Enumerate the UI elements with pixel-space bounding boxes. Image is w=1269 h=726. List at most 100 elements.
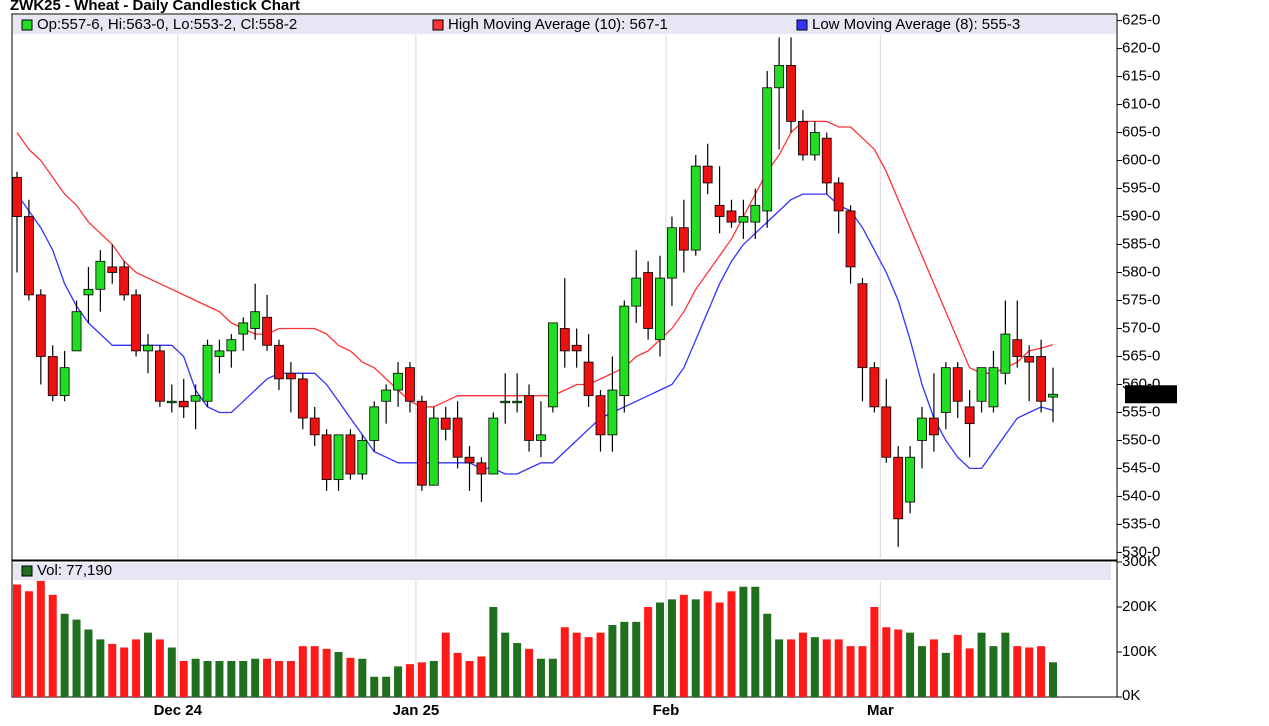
candle-body bbox=[190, 395, 201, 402]
volume-bar bbox=[108, 643, 117, 697]
candle-body bbox=[774, 64, 785, 89]
candle-body bbox=[952, 367, 963, 402]
x-tick-label: Mar bbox=[867, 702, 894, 719]
volume-bar bbox=[36, 580, 45, 697]
y-tick-label: 610-0 bbox=[1122, 96, 1160, 113]
volume-bar bbox=[96, 639, 105, 697]
candle-body bbox=[690, 165, 701, 251]
candle-body bbox=[559, 328, 570, 352]
volume-bar bbox=[989, 646, 998, 697]
volume-bar bbox=[560, 627, 569, 697]
volume-bar bbox=[882, 627, 891, 697]
candle-body bbox=[988, 367, 999, 408]
volume-bar bbox=[263, 658, 272, 697]
candle-body bbox=[571, 344, 582, 352]
volume-bar bbox=[179, 661, 188, 697]
volume-bar bbox=[513, 643, 522, 697]
y-tick-label: 565-0 bbox=[1122, 347, 1160, 364]
candle-body bbox=[869, 367, 880, 408]
volume-bar bbox=[965, 648, 974, 697]
last-price-box bbox=[1125, 385, 1177, 404]
candle-body bbox=[345, 434, 356, 475]
volume-bar bbox=[787, 639, 796, 697]
candle-body bbox=[929, 417, 939, 436]
candle-body bbox=[285, 372, 296, 380]
candle-body bbox=[202, 344, 213, 402]
candle-body bbox=[476, 462, 487, 475]
volume-bar bbox=[1025, 647, 1034, 697]
y-tick-label: 545-0 bbox=[1122, 459, 1160, 476]
volume-bar bbox=[227, 661, 236, 697]
chart-title: ZWK25 - Wheat - Daily Candlestick Chart bbox=[10, 0, 300, 14]
volume-bar bbox=[239, 661, 248, 697]
candle-body bbox=[416, 400, 427, 486]
y-tick-label: 550-0 bbox=[1122, 431, 1160, 448]
volume-bar bbox=[656, 602, 665, 697]
volume-bar bbox=[298, 646, 307, 697]
candle-body bbox=[619, 305, 630, 397]
candle-body bbox=[107, 266, 118, 273]
volume-bar bbox=[394, 666, 403, 697]
volume-bar bbox=[715, 602, 724, 697]
volume-bar bbox=[501, 632, 510, 697]
volume-bar bbox=[703, 591, 712, 697]
volume-bar bbox=[1037, 646, 1046, 697]
volume-bar bbox=[834, 639, 843, 697]
candle-body bbox=[631, 277, 642, 307]
legend-swatch bbox=[432, 19, 444, 31]
candle-body bbox=[976, 367, 987, 402]
candle-body bbox=[321, 434, 332, 481]
candle-body bbox=[547, 322, 558, 408]
volume-bar bbox=[310, 646, 319, 697]
x-tick-label: Feb bbox=[653, 702, 680, 719]
y-tick-label: 535-0 bbox=[1122, 515, 1160, 532]
volume-bar bbox=[251, 658, 260, 697]
volume-bar bbox=[203, 661, 212, 697]
candle-body bbox=[500, 400, 511, 404]
candle-body bbox=[726, 210, 737, 223]
volume-bar bbox=[644, 607, 653, 697]
legend-entry: Op:557-6, Hi:563-0, Lo:553-2, Cl:558-2 bbox=[37, 16, 297, 33]
y-tick-label: 580-0 bbox=[1122, 263, 1160, 280]
y-tick-label: 570-0 bbox=[1122, 319, 1160, 336]
candle-body bbox=[238, 322, 249, 335]
volume-bar bbox=[48, 594, 57, 697]
legend-entry: Low Moving Average (8): 555-3 bbox=[812, 16, 1020, 33]
y-tick-label: 555-0 bbox=[1122, 403, 1160, 420]
candle-body bbox=[893, 456, 904, 520]
volume-bar bbox=[417, 662, 426, 697]
candle-body bbox=[762, 87, 773, 212]
candle-body bbox=[845, 210, 856, 268]
candle-body bbox=[309, 417, 320, 436]
candle-body bbox=[47, 356, 58, 397]
volume-bar bbox=[667, 599, 676, 697]
volume-bar bbox=[13, 584, 21, 697]
candle-body bbox=[488, 417, 499, 475]
volume-bar bbox=[84, 629, 93, 697]
volume-bar bbox=[632, 621, 641, 697]
volume-bar bbox=[155, 639, 164, 697]
candle-body bbox=[59, 367, 70, 397]
volume-bar bbox=[608, 625, 617, 697]
y-tick-label: 605-0 bbox=[1122, 124, 1160, 141]
candle-body bbox=[607, 389, 618, 436]
y-tick-label: 620-0 bbox=[1122, 40, 1160, 57]
candle-body bbox=[536, 434, 546, 441]
candle-body bbox=[702, 165, 713, 184]
volume-tick-label: 0K bbox=[1122, 687, 1140, 704]
candle-body bbox=[940, 367, 951, 413]
candle-body bbox=[750, 204, 761, 223]
y-tick-label: 585-0 bbox=[1122, 235, 1160, 252]
candle-body bbox=[857, 283, 868, 369]
volume-bar bbox=[858, 646, 867, 697]
candle-body bbox=[714, 204, 725, 217]
y-tick-label: 540-0 bbox=[1122, 487, 1160, 504]
candle-body bbox=[655, 277, 665, 341]
volume-bar bbox=[953, 634, 962, 697]
volume-bar bbox=[870, 607, 879, 697]
volume-bar bbox=[215, 661, 224, 697]
candle-body bbox=[297, 378, 308, 419]
y-tick-label: 575-0 bbox=[1122, 291, 1160, 308]
volume-bar bbox=[572, 632, 581, 697]
